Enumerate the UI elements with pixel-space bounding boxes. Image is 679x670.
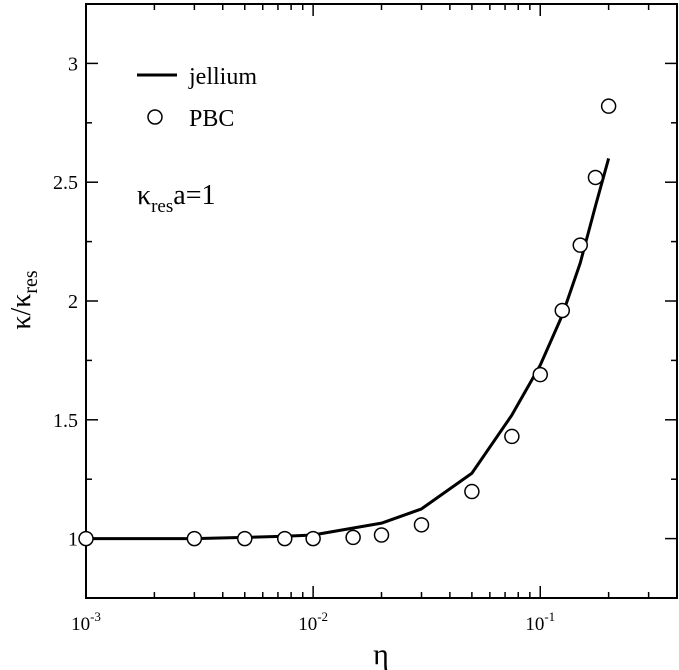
x-tick-label-exponent: -3 bbox=[90, 609, 101, 624]
y-tick-label: 2 bbox=[68, 291, 78, 313]
annotation-rest: a=1 bbox=[173, 180, 215, 211]
data-point-pbc bbox=[554, 302, 571, 319]
data-point-pbc bbox=[532, 366, 549, 383]
data-point-pbc bbox=[413, 517, 430, 533]
plot-series bbox=[78, 98, 617, 547]
data-point-pbc bbox=[504, 428, 520, 445]
legend-label-pbc: PBC bbox=[189, 106, 234, 132]
data-point-pbc bbox=[305, 530, 321, 547]
x-axis-label: η bbox=[373, 638, 389, 670]
y-axis-label-sub: res bbox=[20, 270, 42, 294]
x-tick-label-base: 10 bbox=[71, 614, 90, 635]
axis-ticks bbox=[85, 3, 678, 599]
x-tick-label: 10-2 bbox=[298, 609, 328, 635]
annotation-base: κ bbox=[137, 180, 151, 211]
data-point-pbc bbox=[373, 527, 390, 543]
x-tick-label-exponent: -1 bbox=[544, 609, 555, 624]
y-axis-label: κ/κres bbox=[6, 270, 42, 330]
x-tick-label-exponent: -2 bbox=[317, 609, 328, 624]
x-tick-label-base: 10 bbox=[298, 614, 317, 635]
data-point-pbc bbox=[78, 530, 94, 547]
legend: jellium PBC bbox=[137, 64, 257, 132]
data-point-pbc bbox=[572, 237, 589, 253]
plot-frame bbox=[85, 3, 678, 599]
legend-circle-swatch bbox=[147, 109, 163, 125]
y-axis-label-base: κ/κ bbox=[6, 294, 37, 330]
data-point-pbc bbox=[186, 530, 203, 547]
data-point-pbc bbox=[345, 529, 361, 546]
x-tick-label: 10-1 bbox=[525, 609, 555, 635]
y-tick-label: 1 bbox=[68, 529, 78, 551]
data-point-pbc bbox=[464, 483, 480, 500]
data-point-pbc bbox=[277, 530, 293, 547]
x-tick-label-base: 10 bbox=[525, 614, 544, 635]
data-point-pbc bbox=[237, 530, 253, 547]
y-tick-label: 1.5 bbox=[53, 410, 78, 432]
data-point-pbc bbox=[600, 98, 617, 114]
annotation-sub: res bbox=[151, 196, 173, 217]
parameter-annotation: κresa=1 bbox=[137, 180, 215, 217]
y-tick-label: 2.5 bbox=[53, 172, 78, 194]
x-tick-label: 10-3 bbox=[71, 609, 101, 635]
legend-label-jellium: jellium bbox=[188, 64, 257, 90]
y-tick-label: 3 bbox=[68, 53, 78, 75]
axis-tick-labels: 10-3 10-2 10-111.522.53 bbox=[53, 53, 555, 635]
data-point-pbc bbox=[587, 169, 604, 186]
